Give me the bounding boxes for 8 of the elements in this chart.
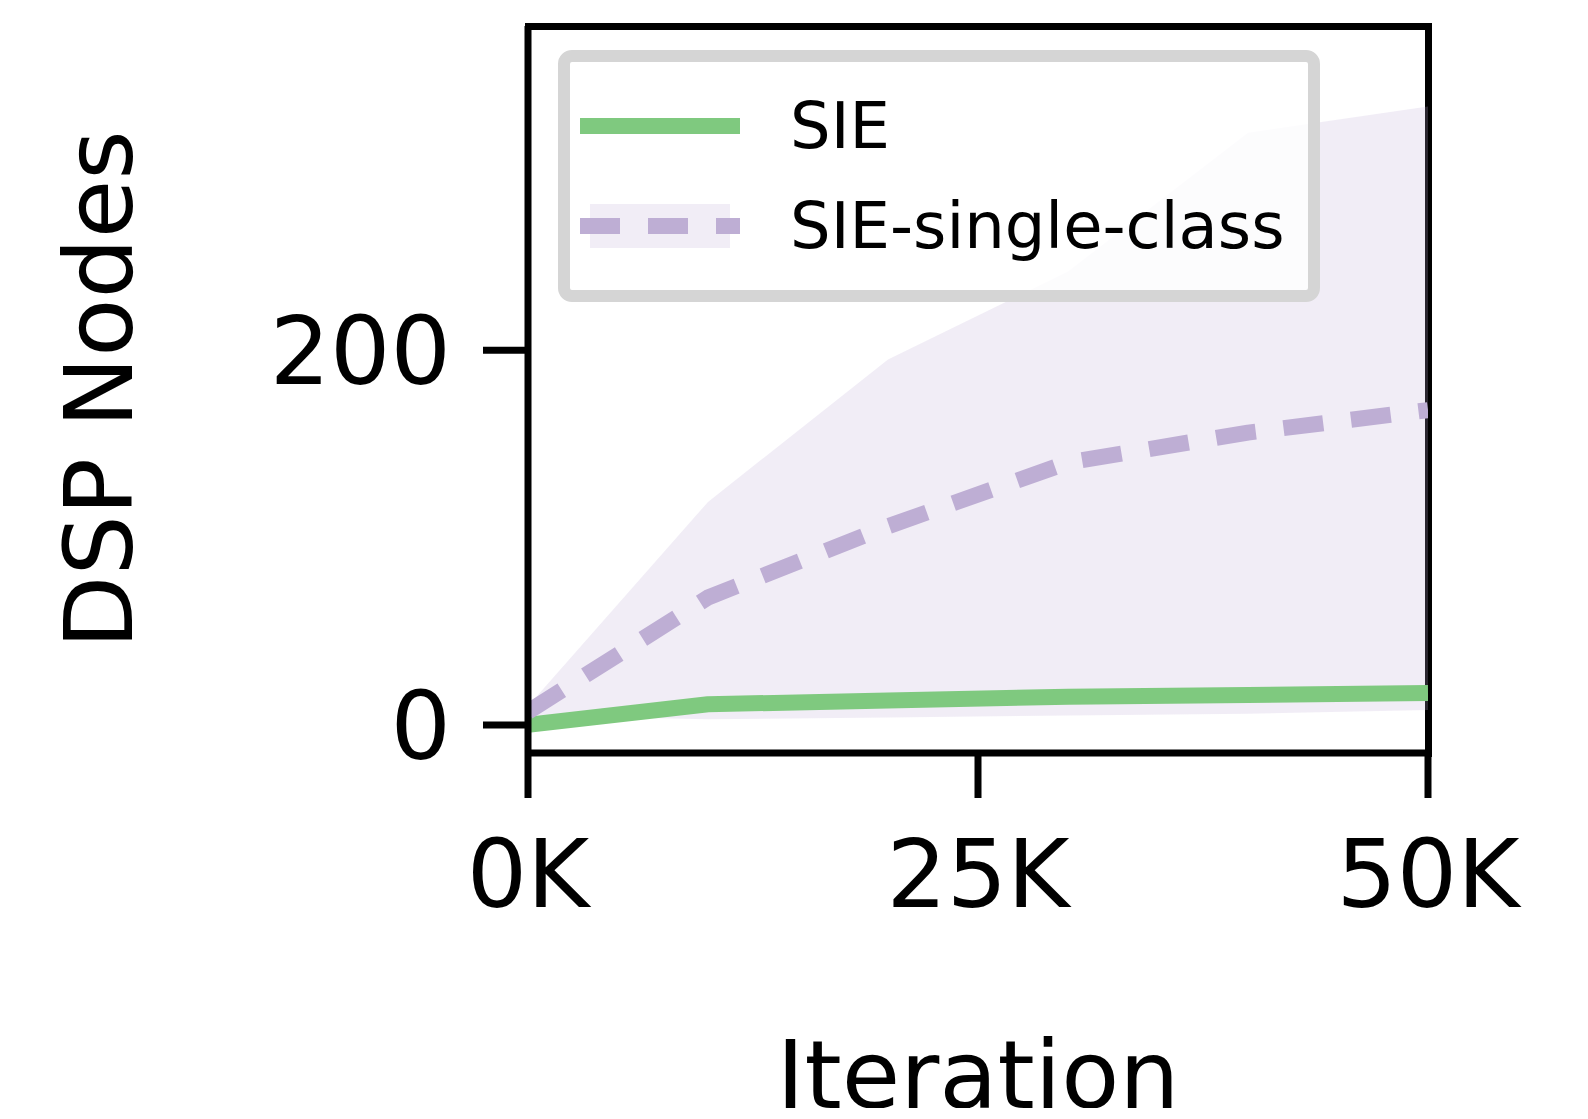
legend-label: SIE-single-class <box>790 189 1285 263</box>
x-tick-label: 25K <box>886 819 1073 930</box>
y-axis-title: DSP Nodes <box>43 130 154 649</box>
y-tick-label: 0 <box>390 670 451 781</box>
x-tick-label: 0K <box>466 819 593 930</box>
x-tick-label: 50K <box>1336 819 1523 930</box>
y-tick-label: 200 <box>269 295 451 406</box>
legend-label: SIE <box>790 89 890 163</box>
